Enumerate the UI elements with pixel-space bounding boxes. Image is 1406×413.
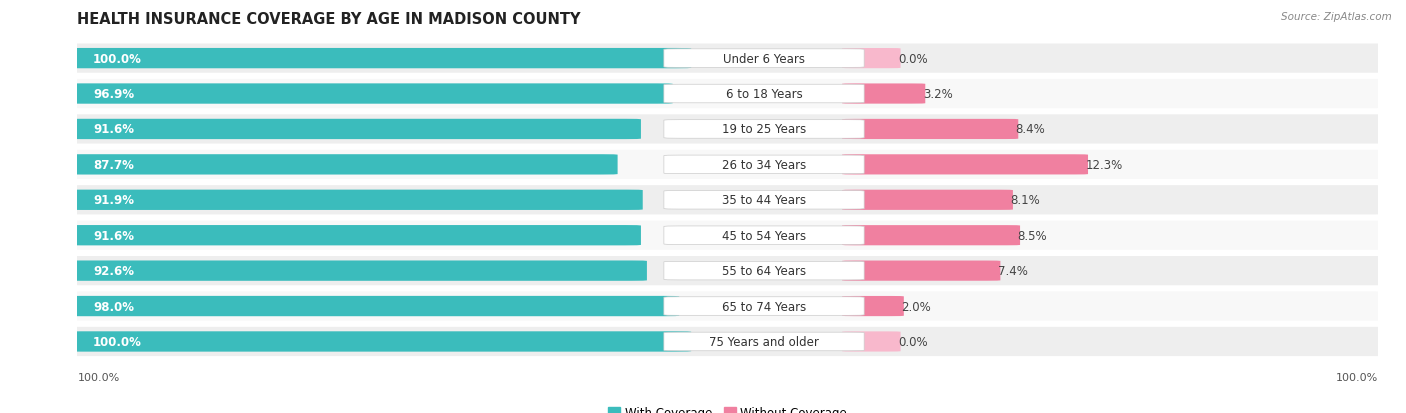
Text: 92.6%: 92.6% bbox=[93, 264, 134, 278]
FancyBboxPatch shape bbox=[69, 115, 1386, 144]
Text: 65 to 74 Years: 65 to 74 Years bbox=[721, 300, 806, 313]
FancyBboxPatch shape bbox=[69, 292, 1386, 321]
Text: 98.0%: 98.0% bbox=[93, 300, 134, 313]
FancyBboxPatch shape bbox=[66, 84, 672, 104]
FancyBboxPatch shape bbox=[664, 332, 865, 351]
FancyBboxPatch shape bbox=[664, 191, 865, 209]
FancyBboxPatch shape bbox=[842, 49, 901, 69]
FancyBboxPatch shape bbox=[66, 119, 641, 140]
FancyBboxPatch shape bbox=[842, 225, 1021, 246]
FancyBboxPatch shape bbox=[69, 44, 1386, 74]
FancyBboxPatch shape bbox=[664, 156, 865, 174]
Text: 26 to 34 Years: 26 to 34 Years bbox=[721, 159, 806, 171]
Text: 91.6%: 91.6% bbox=[93, 123, 134, 136]
Text: 87.7%: 87.7% bbox=[93, 159, 134, 171]
FancyBboxPatch shape bbox=[664, 226, 865, 245]
FancyBboxPatch shape bbox=[664, 120, 865, 139]
FancyBboxPatch shape bbox=[664, 262, 865, 280]
Text: 100.0%: 100.0% bbox=[1336, 372, 1378, 382]
Text: 0.0%: 0.0% bbox=[898, 335, 928, 348]
Text: 91.9%: 91.9% bbox=[93, 194, 134, 207]
FancyBboxPatch shape bbox=[842, 332, 901, 352]
Text: 0.0%: 0.0% bbox=[898, 52, 928, 65]
FancyBboxPatch shape bbox=[842, 190, 1012, 210]
FancyBboxPatch shape bbox=[66, 225, 641, 246]
FancyBboxPatch shape bbox=[66, 190, 643, 211]
FancyBboxPatch shape bbox=[66, 155, 617, 175]
FancyBboxPatch shape bbox=[69, 221, 1386, 250]
FancyBboxPatch shape bbox=[66, 49, 692, 69]
FancyBboxPatch shape bbox=[66, 332, 692, 352]
Text: 45 to 54 Years: 45 to 54 Years bbox=[721, 229, 806, 242]
FancyBboxPatch shape bbox=[69, 327, 1386, 356]
Text: Source: ZipAtlas.com: Source: ZipAtlas.com bbox=[1281, 12, 1392, 22]
FancyBboxPatch shape bbox=[69, 80, 1386, 109]
Text: 8.4%: 8.4% bbox=[1015, 123, 1046, 136]
FancyBboxPatch shape bbox=[842, 84, 925, 104]
FancyBboxPatch shape bbox=[664, 50, 865, 68]
FancyBboxPatch shape bbox=[69, 150, 1386, 180]
Text: 3.2%: 3.2% bbox=[922, 88, 952, 101]
Text: 2.0%: 2.0% bbox=[901, 300, 931, 313]
Text: 55 to 64 Years: 55 to 64 Years bbox=[721, 264, 806, 278]
Legend: With Coverage, Without Coverage: With Coverage, Without Coverage bbox=[603, 401, 852, 413]
Text: 12.3%: 12.3% bbox=[1085, 159, 1122, 171]
FancyBboxPatch shape bbox=[664, 85, 865, 104]
Text: 91.6%: 91.6% bbox=[93, 229, 134, 242]
FancyBboxPatch shape bbox=[66, 296, 679, 316]
Text: 35 to 44 Years: 35 to 44 Years bbox=[721, 194, 806, 207]
FancyBboxPatch shape bbox=[66, 261, 647, 281]
Text: Under 6 Years: Under 6 Years bbox=[723, 52, 806, 65]
Text: 6 to 18 Years: 6 to 18 Years bbox=[725, 88, 803, 101]
Text: 7.4%: 7.4% bbox=[998, 264, 1028, 278]
FancyBboxPatch shape bbox=[69, 256, 1386, 285]
Text: 8.1%: 8.1% bbox=[1011, 194, 1040, 207]
Text: HEALTH INSURANCE COVERAGE BY AGE IN MADISON COUNTY: HEALTH INSURANCE COVERAGE BY AGE IN MADI… bbox=[77, 12, 581, 27]
Text: 100.0%: 100.0% bbox=[93, 335, 142, 348]
Text: 8.5%: 8.5% bbox=[1018, 229, 1047, 242]
Text: 96.9%: 96.9% bbox=[93, 88, 134, 101]
FancyBboxPatch shape bbox=[842, 296, 904, 316]
FancyBboxPatch shape bbox=[69, 186, 1386, 215]
Text: 75 Years and older: 75 Years and older bbox=[709, 335, 818, 348]
Text: 19 to 25 Years: 19 to 25 Years bbox=[721, 123, 806, 136]
FancyBboxPatch shape bbox=[842, 155, 1088, 175]
FancyBboxPatch shape bbox=[842, 120, 1018, 140]
FancyBboxPatch shape bbox=[664, 297, 865, 316]
Text: 100.0%: 100.0% bbox=[77, 372, 120, 382]
Text: 100.0%: 100.0% bbox=[93, 52, 142, 65]
FancyBboxPatch shape bbox=[842, 261, 1001, 281]
